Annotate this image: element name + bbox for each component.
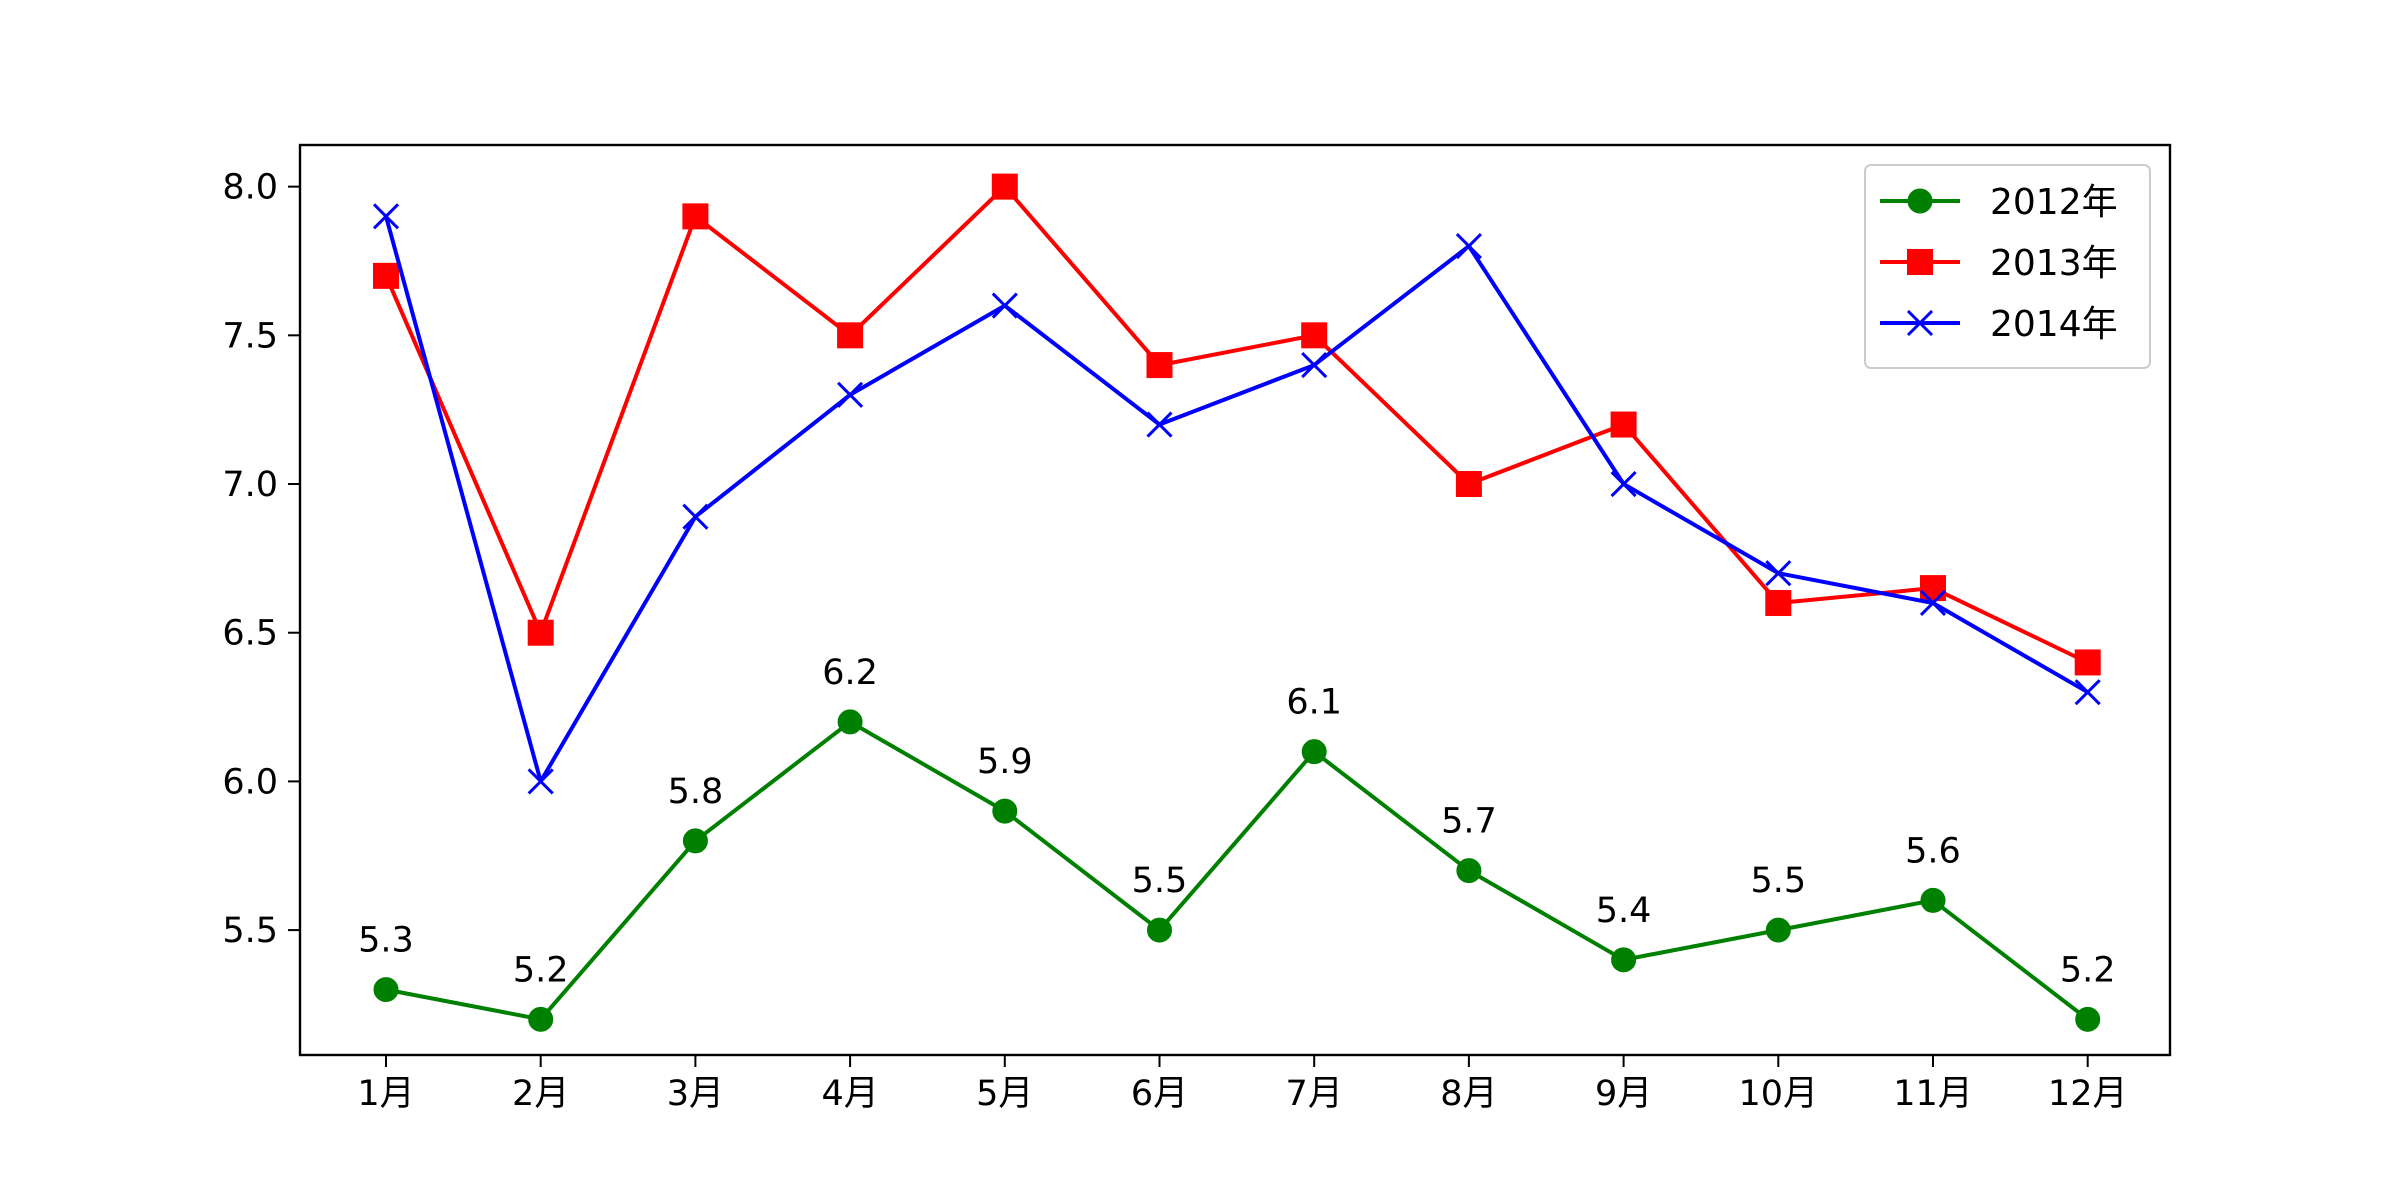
data-point-marker [992,798,1018,824]
y-tick-label: 8.0 [222,168,278,208]
data-point-marker [1765,560,1792,587]
legend-swatch-marker [1906,309,1934,337]
data-label: 5.8 [668,772,724,812]
data-point-marker [1610,470,1637,498]
data-point-marker [1301,739,1327,765]
x-tick-label: 5月 [976,1074,1033,1114]
data-label: 5.9 [977,742,1033,782]
data-point-marker [1920,575,1946,602]
data-point-marker [1611,947,1637,973]
series-layer [372,173,2101,1032]
y-tick-label: 6.5 [222,614,278,654]
data-point-marker [682,828,708,854]
x-tick-label: 2月 [512,1074,569,1114]
data-point-marker [682,503,709,530]
data-point-marker [2075,1006,2101,1032]
data-point-marker [1455,233,1482,260]
data-label: 5.7 [1441,802,1497,842]
data-label: 5.3 [358,921,414,961]
data-label: 5.5 [1132,861,1188,901]
series-line [384,184,2089,665]
legend-swatch-marker [1907,188,1933,214]
data-point-marker [1147,917,1172,943]
y-tick-label: 5.5 [222,911,278,951]
data-point-marker [1301,352,1328,379]
data-point-marker [837,322,864,349]
x-tick-label: 6月 [1131,1074,1188,1114]
data-point-marker [1765,917,1791,943]
data-point-marker [682,203,709,230]
data-point-marker [1455,471,1482,498]
legend-swatch-marker [1907,249,1933,275]
x-tick-label: 7月 [1286,1074,1343,1114]
legend-label: 2012年 [1990,182,2118,223]
data-point-marker [1765,589,1792,616]
series-2 [373,173,2101,676]
x-tick-label: 12月 [2048,1074,2128,1114]
y-tick-label: 6.0 [222,762,278,802]
data-point-marker [1146,352,1173,379]
legend-entry: 2013年 [1880,243,2118,284]
x-tick-label: 4月 [821,1074,878,1114]
y-tick-label: 7.0 [222,465,278,505]
data-point-marker [1920,887,1946,913]
data-point-marker [373,977,399,1003]
data-point-marker [527,768,554,795]
data-point-marker [2074,649,2101,676]
data-point-marker [527,619,554,646]
data-label: 5.6 [1905,831,1961,871]
data-point-marker [1301,322,1328,349]
data-label: 6.1 [1286,683,1342,723]
series-line [384,215,2089,784]
plot-frame [298,143,2172,1057]
x-tick-label: 1月 [357,1074,414,1114]
data-point-marker [991,292,1018,319]
x-tick-label: 11月 [1893,1074,1973,1114]
x-tick-label: 8月 [1440,1074,1497,1114]
data-point-marker [1146,411,1173,438]
data-point-marker [1919,589,1947,617]
legend-entry: 2012年 [1880,182,2118,223]
data-point-marker [372,203,400,230]
x-tick-label: 3月 [667,1074,724,1114]
x-tick-label: 9月 [1595,1074,1652,1114]
data-point-marker [1610,411,1637,438]
legend-label: 2014年 [1990,304,2118,345]
data-point-marker [991,173,1018,200]
data-label: 5.4 [1596,891,1652,931]
legend-entry: 2014年 [1880,304,2118,345]
axes-layer: 1月 2月 3月 4月 5月 6月 7月 8月 9月 10月 11月 12月 5.5 6.0 6.5 7.0 7… [222,143,2172,1114]
data-label: 5.2 [513,950,569,990]
data-point-marker [837,381,864,408]
legend-label: 2013年 [1990,243,2118,284]
y-tick-label: 7.5 [222,316,278,356]
data-labels-layer: 5.3 5.2 5.8 6.2 5.9 5.5 6.1 5.7 5.4 5.5 5.6 5.2 [358,653,2115,990]
legend: 2012年 2013年 2014年 [1864,164,2151,369]
data-point-marker [1456,858,1482,884]
data-point-marker [528,1006,554,1032]
series-1 [373,709,2101,1032]
data-label: 5.5 [1750,861,1806,901]
data-point-marker [2074,679,2101,706]
data-label: 5.2 [2060,950,2116,990]
data-point-marker [837,709,863,735]
data-point-marker [373,262,399,289]
series-3 [372,203,2101,795]
series-line [385,719,2089,1022]
data-label: 6.2 [822,653,878,693]
x-tick-label: 10月 [1739,1074,1819,1114]
legend-box [1864,164,2151,369]
